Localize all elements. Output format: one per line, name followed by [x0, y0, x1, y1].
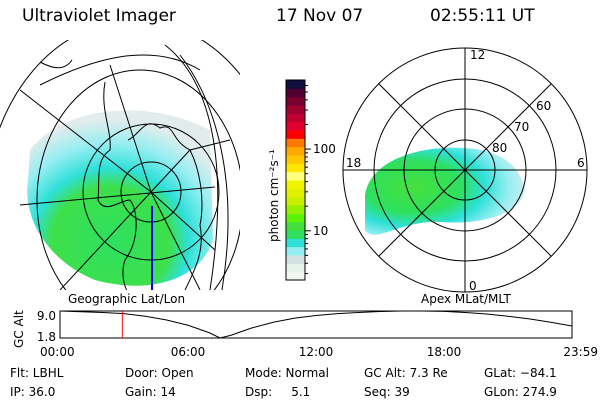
mlt-label-0: 0 — [469, 279, 477, 293]
colorbar-swatch — [286, 205, 305, 214]
colorbar-swatch — [286, 155, 305, 164]
mlt-label-18: 18 — [346, 156, 361, 170]
colorbar-swatch — [286, 238, 305, 248]
aurora-image-magnetic — [365, 147, 525, 235]
colorbar-swatch — [286, 263, 305, 273]
mlat-mlt-grid — [342, 47, 588, 293]
status-field: Dsp: 5.1 — [245, 385, 311, 399]
colorbar-swatch — [286, 213, 305, 223]
time-tick-label: 06:00 — [171, 345, 206, 359]
colorbar-tick-label: 100 — [313, 142, 336, 156]
colorbar-swatch — [286, 196, 305, 206]
colorbar-swatch — [286, 130, 305, 139]
alt-tick-label: 1.8 — [37, 330, 56, 344]
time-tick-label: 18:00 — [427, 345, 462, 359]
mlat-label-80: 80 — [492, 141, 507, 155]
colorbar-frame — [285, 79, 306, 281]
colorbar-swatch — [286, 188, 305, 198]
status-field: GLon: 274.9 — [484, 385, 557, 399]
mlat-label-70: 70 — [514, 120, 529, 134]
status-field: GC Alt: 7.3 Re — [364, 366, 448, 380]
status-field: Mode: Normal — [245, 366, 329, 380]
colorbar-swatch — [286, 255, 305, 264]
status-field: Flt: LBHL — [10, 366, 64, 380]
alt-tick-label: 9.0 — [37, 309, 56, 323]
time-label: 02:55:11 UT — [430, 6, 535, 26]
time-tick-label: 00:00 — [40, 345, 75, 359]
altitude-line — [59, 310, 573, 339]
altitude-axis-label: GC Alt — [12, 310, 26, 348]
colorbar-swatch — [286, 138, 305, 148]
time-tick-label: 12:00 — [299, 345, 334, 359]
mlt-label-12: 12 — [470, 48, 485, 62]
status-field: Seq: 39 — [364, 385, 410, 399]
coastline — [39, 59, 203, 290]
altitude-plot: 00:00 06:00 12:00 18:00 23:59 9.0 1.8 — [37, 309, 598, 359]
colorbar-swatch — [286, 146, 305, 156]
colorbar-swatch — [286, 246, 305, 256]
colorbar-swatch — [286, 230, 305, 239]
mlt-label-6: 6 — [577, 156, 585, 170]
colorbar-swatch — [286, 96, 305, 106]
date-label: 17 Nov 07 — [276, 6, 364, 26]
colorbar-swatch — [286, 88, 305, 98]
colorbar-swatch — [286, 105, 305, 114]
colorbar-swatch — [286, 171, 305, 181]
time-tick-label: 23:59 — [563, 345, 598, 359]
colorbar-tick-label: 10 — [313, 224, 328, 238]
status-field: Door: Open — [125, 366, 194, 380]
status-field: IP: 36.0 — [10, 385, 56, 399]
colorbar: 10 100 — [285, 79, 336, 281]
mlat-label-60: 60 — [536, 99, 551, 113]
colorbar-unit-label: photon cm⁻²s⁻¹ — [267, 149, 281, 242]
geographic-label: Geographic Lat/Lon — [68, 292, 185, 306]
magnetic-label: Apex MLat/MLT — [421, 292, 511, 306]
colorbar-swatch — [286, 113, 305, 123]
colorbar-swatch — [286, 221, 305, 231]
aurora-image-geographic — [27, 110, 213, 286]
colorbar-swatch — [286, 163, 305, 173]
status-field: Gain: 14 — [125, 385, 176, 399]
magnetic-map: 12 18 6 0 60 70 80 — [342, 47, 588, 293]
colorbar-swatch — [286, 271, 305, 281]
instrument-title: Ultraviolet Imager — [22, 6, 176, 26]
status-field: GLat: −84.1 — [484, 366, 557, 380]
colorbar-swatch — [286, 80, 305, 89]
lat-lon-grid — [0, 40, 240, 290]
colorbar-swatch — [286, 121, 305, 131]
colorbar-swatch — [286, 180, 305, 189]
geographic-map — [0, 40, 240, 290]
